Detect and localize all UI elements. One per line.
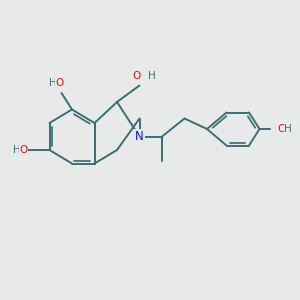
Text: H: H	[13, 145, 21, 155]
Text: N: N	[135, 130, 144, 143]
Text: H: H	[284, 124, 292, 134]
Text: H: H	[49, 79, 57, 88]
Text: O: O	[132, 71, 140, 81]
Text: H: H	[148, 71, 155, 81]
Text: O: O	[278, 124, 286, 134]
Text: O: O	[19, 145, 28, 155]
Text: O: O	[56, 79, 64, 88]
